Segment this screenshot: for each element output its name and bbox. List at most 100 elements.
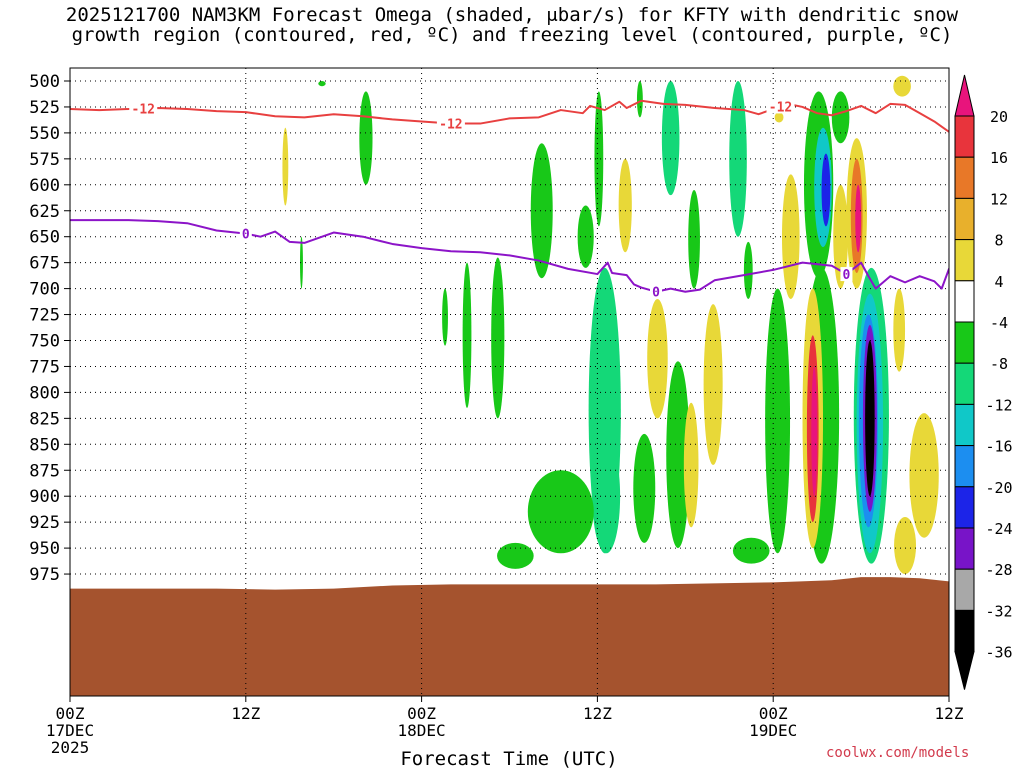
contour-label-bg <box>129 101 158 116</box>
omega-shade-region <box>530 143 553 279</box>
credit-text: coolwx.com/models <box>826 745 970 761</box>
y-tick-label: 675 <box>29 254 60 274</box>
y-tick-label: 550 <box>29 124 60 144</box>
colorbar-bottom-arrow <box>954 651 975 690</box>
omega-shade-region <box>732 537 770 564</box>
y-tick-label: 525 <box>29 98 60 118</box>
x-tick-date: 18DEC <box>398 721 446 740</box>
colorbar-segment <box>954 486 975 529</box>
y-tick-label: 650 <box>29 228 60 248</box>
contour-label: 0 <box>652 286 660 301</box>
x-tick-label: 00Z <box>56 704 85 723</box>
omega-shade-region <box>831 91 850 144</box>
omega-shade-region <box>909 413 939 538</box>
plot-frame <box>69 67 950 697</box>
chart-title-line1: 2025121700 NAM3KM Forecast Omega (shaded… <box>65 4 959 26</box>
terrain-layer <box>70 577 949 696</box>
chart-title-line2: growth region (contoured, red, ºC) and f… <box>71 24 953 46</box>
colorbar-label: 8 <box>994 232 1003 250</box>
colorbar-label: -16 <box>985 438 1012 456</box>
colorbar-segment <box>954 527 975 570</box>
colorbar-segment <box>954 239 975 282</box>
y-tick-label: 575 <box>29 150 60 170</box>
omega-shade-region <box>491 257 505 419</box>
colorbar-label: 16 <box>990 149 1008 167</box>
omega-shade-region <box>688 189 700 289</box>
y-tick-label: 875 <box>29 461 60 481</box>
colorbar-legend: 20 16 12 8 4 -4 -8 -12 -16 -20 -24 -28 -32 -36 <box>954 74 1013 690</box>
x-tick-label: 00Z <box>407 704 436 723</box>
colorbar-segment <box>954 115 975 158</box>
colorbar-segment <box>954 156 975 199</box>
contour-label: -12 <box>132 103 155 118</box>
colorbar-label: -8 <box>990 355 1008 373</box>
x-axis-title: Forecast Time (UTC) <box>400 748 617 768</box>
omega-shade-region <box>497 542 534 569</box>
colorbar-top-arrow <box>954 74 975 117</box>
omega-shade-region <box>661 81 680 196</box>
omega-shade-region <box>527 470 594 554</box>
omega-shade-region <box>703 304 723 466</box>
contour-line <box>70 99 949 133</box>
x-tick-label: 12Z <box>231 704 260 723</box>
y-tick-label: 800 <box>29 383 60 403</box>
omega-shade-region <box>462 262 472 408</box>
y-axis: 500 525 550 575 600 625 650 675 700 725 750 775 800 8… <box>29 72 70 585</box>
terrain-fill <box>70 577 949 696</box>
contour-line <box>70 219 949 293</box>
x-tick-label: 12Z <box>583 704 612 723</box>
omega-shade-region <box>359 91 373 185</box>
y-tick-label: 600 <box>29 176 60 196</box>
x-tick-date: 17DEC <box>46 721 94 740</box>
colorbar-segment <box>954 445 975 488</box>
omega-shade-region <box>442 288 448 346</box>
omega-shade-region <box>811 366 818 497</box>
colorbar-segment <box>954 568 975 611</box>
y-tick-label: 825 <box>29 409 60 429</box>
contour-label-bg <box>436 116 465 131</box>
y-tick-label: 925 <box>29 513 60 533</box>
omega-shade-region <box>618 158 632 253</box>
omega-shade-region <box>647 298 668 419</box>
contour-label-bg <box>840 267 853 282</box>
omega-shade-region <box>894 516 917 575</box>
colorbar-segment <box>954 321 975 364</box>
colorbar-label: -12 <box>985 396 1012 414</box>
omega-shade-region <box>729 81 747 237</box>
omega-shade-region <box>282 127 289 206</box>
colorbar-label: 12 <box>990 190 1008 208</box>
colorbar-label: -32 <box>985 602 1012 620</box>
colorbar-label: -24 <box>985 520 1012 538</box>
y-tick-label: 900 <box>29 487 60 507</box>
omega-shade-region <box>633 433 656 543</box>
omega-shade-region <box>855 184 862 253</box>
omega-shade-region <box>300 236 303 289</box>
colorbar-label: -20 <box>985 479 1012 497</box>
omega-shade-region <box>865 340 875 497</box>
omega-shading <box>282 75 939 575</box>
omega-shade-region <box>774 112 784 123</box>
colorbar-label: 4 <box>994 273 1003 291</box>
colorbar-label: 20 <box>990 108 1008 126</box>
colorbar-label: -28 <box>985 561 1012 579</box>
x-tick-label: 12Z <box>935 704 964 723</box>
colorbar-segment <box>954 609 975 653</box>
colorbar-label: -36 <box>985 644 1012 662</box>
omega-shade-region <box>683 402 699 528</box>
y-tick-label: 725 <box>29 306 60 326</box>
x-tick-label: 00Z <box>759 704 788 723</box>
x-tick-year: 2025 <box>51 738 90 757</box>
omega-shade-region <box>893 288 906 372</box>
omega-shade-region <box>893 75 911 97</box>
y-tick-label: 950 <box>29 539 60 559</box>
omega-shade-region <box>821 153 831 227</box>
y-tick-label: 700 <box>29 280 60 300</box>
contour-label: -12 <box>769 100 792 115</box>
omega-shade-region <box>594 91 604 227</box>
colorbar-segment <box>954 362 975 405</box>
colorbar-segment <box>954 403 975 447</box>
y-tick-label: 975 <box>29 565 60 585</box>
x-tick-date: 19DEC <box>749 721 797 740</box>
